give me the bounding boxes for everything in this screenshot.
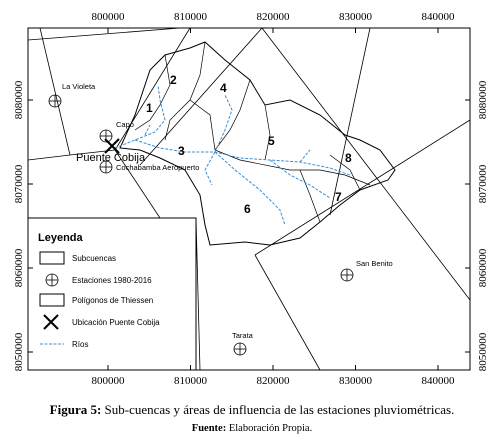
legend-item: Ríos bbox=[72, 340, 88, 349]
subbasin-lines bbox=[134, 41, 371, 223]
station-label: La Violeta bbox=[62, 82, 96, 91]
thiessen-lines bbox=[27, 27, 471, 371]
source: Fuente: Elaboración Propia. bbox=[192, 423, 312, 434]
basin-outline bbox=[119, 41, 396, 246]
station-symbol bbox=[99, 160, 113, 174]
x-tick-label: 820000 bbox=[257, 11, 291, 23]
legend-swatch bbox=[45, 273, 59, 287]
source-label: Fuente: bbox=[192, 423, 226, 434]
y-tick-label: 8050000 bbox=[477, 332, 489, 371]
x-tick-label: 840000 bbox=[422, 375, 456, 387]
y-tick-label: 8070000 bbox=[477, 164, 489, 203]
station-symbols bbox=[48, 94, 354, 356]
caption-label: Figura 5: bbox=[50, 402, 102, 417]
station-label: Capo bbox=[116, 120, 134, 129]
legend-item: Polígonos de Thiessen bbox=[72, 296, 153, 305]
site-marker bbox=[104, 138, 120, 154]
y-tick-label: 8060000 bbox=[13, 248, 25, 287]
subbasin-label: 8 bbox=[345, 151, 352, 165]
x-tick-label: 830000 bbox=[339, 11, 373, 23]
caption-text: Sub-cuencas y áreas de influencia de las… bbox=[105, 402, 455, 417]
station-symbol bbox=[48, 94, 62, 108]
site-label: Puente Cobija bbox=[76, 152, 146, 164]
station-label: Cochabamba Aeropuerto bbox=[116, 163, 199, 172]
x-tick-label: 810000 bbox=[174, 11, 208, 23]
legend-item: Subcuencas bbox=[72, 254, 116, 263]
source-text: Elaboración Propia. bbox=[229, 423, 312, 434]
legend-title: Leyenda bbox=[38, 232, 84, 244]
x-tick-label: 810000 bbox=[174, 375, 208, 387]
y-tick-label: 8060000 bbox=[477, 248, 489, 287]
station-label: Tarata bbox=[232, 331, 254, 340]
x-tick-label: 800000 bbox=[92, 11, 126, 23]
subbasin-label: 3 bbox=[178, 144, 185, 158]
legend-swatch bbox=[43, 314, 59, 330]
legend-swatch bbox=[39, 251, 65, 265]
station-label: San Benito bbox=[356, 259, 393, 268]
x-tick-label: 830000 bbox=[339, 375, 373, 387]
station-symbol bbox=[340, 268, 354, 282]
legend-item: Ubicación Puente Cobija bbox=[72, 318, 160, 327]
legend-swatch bbox=[39, 293, 65, 307]
subbasin-label: 5 bbox=[268, 134, 275, 148]
x-tick-label: 820000 bbox=[257, 375, 291, 387]
x-tick-label: 800000 bbox=[92, 375, 126, 387]
y-tick-label: 8080000 bbox=[477, 80, 489, 119]
subbasin-label: 6 bbox=[244, 202, 251, 216]
station-symbol bbox=[233, 342, 247, 356]
subbasin-label: 2 bbox=[170, 73, 177, 87]
subbasin-label: 4 bbox=[220, 81, 227, 95]
rivers bbox=[114, 84, 351, 226]
x-tick-label: 840000 bbox=[422, 11, 456, 23]
caption: Figura 5: Sub-cuencas y áreas de influen… bbox=[50, 402, 455, 417]
subbasin-labels: 1 2 3 4 5 6 7 8 bbox=[146, 73, 352, 216]
legend: Leyenda Subcuencas Estaciones 1980-2016 … bbox=[27, 217, 197, 371]
subbasin-label: 1 bbox=[146, 101, 153, 115]
y-tick-label: 8050000 bbox=[13, 332, 25, 371]
y-tick-label: 8070000 bbox=[13, 164, 25, 203]
y-tick-label: 8080000 bbox=[13, 80, 25, 119]
subbasin-label: 7 bbox=[335, 190, 342, 204]
legend-item: Estaciones 1980-2016 bbox=[72, 276, 152, 285]
